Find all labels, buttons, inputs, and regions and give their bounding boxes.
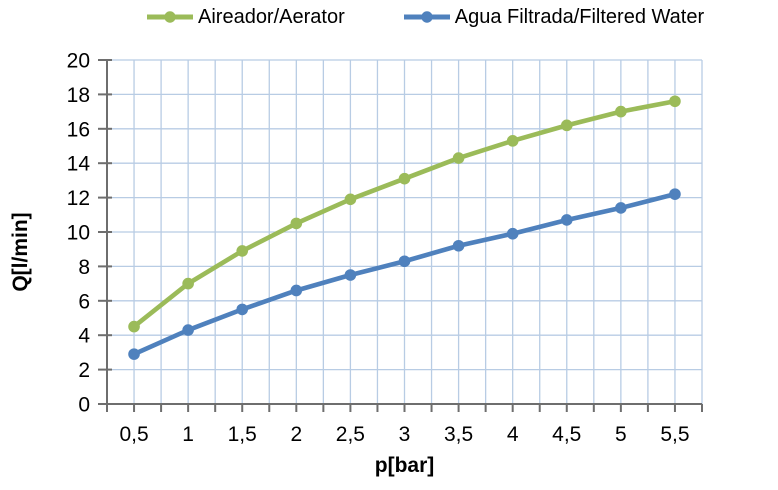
data-point	[452, 239, 465, 252]
aerator-series-swatch-icon	[147, 11, 193, 23]
y-tick-label: 0	[78, 394, 90, 417]
data-point	[398, 172, 411, 185]
legend-item-filtered-water: Agua Filtrada/Filtered Water	[403, 5, 704, 29]
y-tick-label: 10	[67, 222, 90, 245]
y-tick-label: 20	[67, 50, 90, 73]
y-tick-label: 4	[78, 325, 90, 348]
legend-label-filtered-water: Agua Filtrada/Filtered Water	[454, 6, 705, 28]
data-point	[236, 245, 249, 257]
data-point	[236, 303, 249, 316]
data-point	[452, 152, 465, 164]
y-tick-label: 14	[67, 153, 91, 176]
x-tick-label: 5,5	[660, 423, 689, 446]
data-point	[398, 255, 411, 268]
x-tick-label: 3	[399, 423, 411, 446]
data-point	[290, 284, 303, 297]
data-point	[669, 95, 681, 108]
data-point	[344, 269, 357, 281]
data-point	[615, 202, 627, 214]
x-axis-title: p[bar]	[374, 454, 435, 477]
data-point	[506, 227, 519, 240]
data-point	[506, 135, 519, 147]
legend-item-aerator: Aireador/Aerator	[146, 5, 345, 29]
data-point	[128, 348, 140, 360]
x-tick-label: 3,5	[444, 423, 473, 446]
data-point	[182, 324, 194, 336]
y-tick-label: 18	[67, 84, 90, 107]
x-tick-label: 1	[182, 423, 194, 446]
data-point	[290, 217, 303, 230]
y-tick-label: 8	[78, 256, 90, 279]
y-tick-label: 12	[67, 187, 90, 210]
x-tick-label: 4	[507, 423, 519, 446]
x-tick-label: 1,5	[228, 423, 257, 446]
data-point	[560, 214, 573, 226]
chart-legend: Aireador/Aerator Agua Filtrada/Filtered …	[146, 5, 704, 29]
x-tick-label: 2,5	[336, 423, 365, 446]
y-tick-label: 2	[78, 359, 90, 382]
data-point	[560, 119, 573, 132]
data-point	[615, 105, 627, 118]
data-point	[182, 277, 194, 290]
x-tick-label: 5	[615, 423, 627, 446]
x-tick-label: 2	[290, 423, 302, 446]
x-tick-label: 0,5	[119, 423, 148, 446]
filtered-water-series-swatch-icon	[403, 11, 450, 23]
legend-label-aerator: Aireador/Aerator	[198, 6, 345, 28]
y-axis-title: Q[l/min]	[9, 212, 32, 292]
y-tick-label: 6	[78, 290, 90, 313]
data-point	[344, 193, 357, 206]
data-point	[669, 188, 681, 200]
data-point	[128, 320, 140, 333]
y-tick-label: 16	[67, 118, 90, 141]
x-tick-label: 4,5	[552, 423, 581, 446]
